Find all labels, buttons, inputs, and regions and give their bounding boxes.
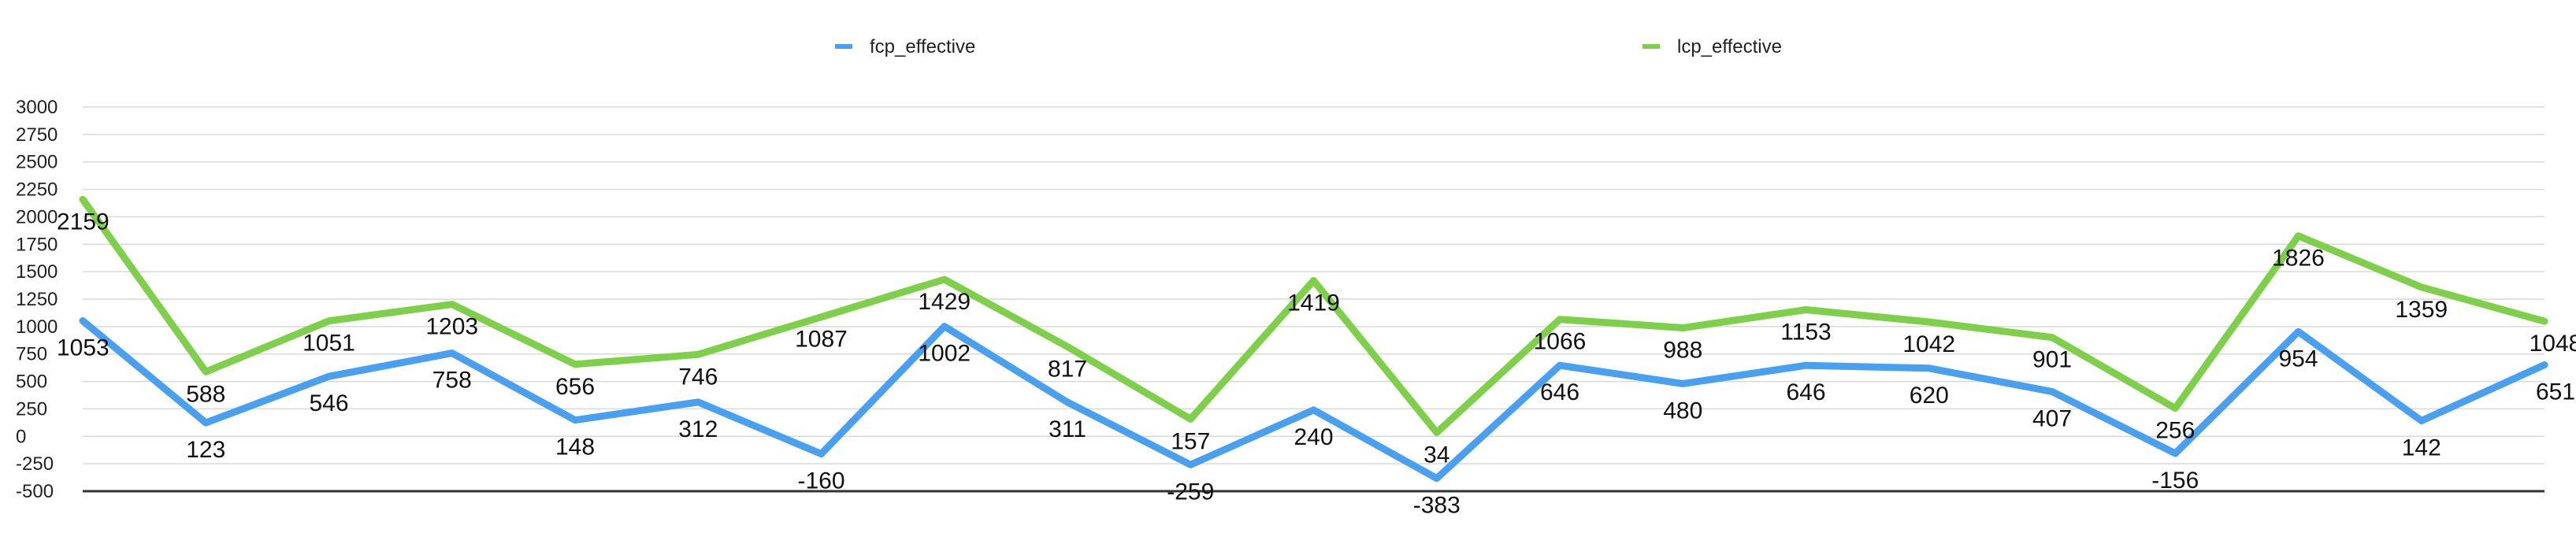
y-tick-label: 750 — [16, 344, 47, 365]
data-label-fcp_effective: 646 — [1786, 379, 1825, 405]
y-tick-label: 250 — [16, 398, 47, 420]
y-tick-label: 2250 — [16, 179, 58, 201]
data-labels: 1053 123 546 758 148 312 -160 1002 311 -259 240 -38… — [57, 209, 2576, 518]
data-label-lcp_effective: 1359 — [2395, 297, 2448, 323]
y-tick-label: 3000 — [16, 97, 58, 118]
data-label-fcp_effective: 651 — [2536, 379, 2575, 405]
data-label-fcp_effective: 1053 — [57, 335, 109, 361]
y-tick-label: 2750 — [16, 124, 58, 146]
data-label-fcp_effective: 311 — [1049, 416, 1086, 442]
data-label-fcp_effective: 546 — [309, 390, 348, 416]
data-label-lcp_effective: 1826 — [2272, 246, 2325, 272]
y-tick-label: 0 — [16, 426, 26, 447]
legend-label: fcp_effective — [870, 36, 975, 57]
y-tick-label: 1250 — [16, 289, 58, 310]
data-label-fcp_effective: 758 — [432, 368, 472, 394]
data-label-lcp_effective: 746 — [678, 364, 718, 390]
data-label-fcp_effective: -383 — [1413, 493, 1461, 519]
data-label-lcp_effective: 1203 — [425, 314, 478, 340]
data-label-fcp_effective: 240 — [1294, 424, 1333, 450]
data-label-fcp_effective: -156 — [2151, 468, 2199, 494]
y-tick-label: 2000 — [16, 206, 58, 227]
data-label-fcp_effective: 123 — [186, 437, 225, 463]
data-label-fcp_effective: 620 — [1910, 383, 1949, 409]
data-label-fcp_effective: 480 — [1663, 398, 1702, 423]
legend-item-fcp_effective: fcp_effective — [835, 36, 975, 57]
series-lines — [79, 195, 2548, 483]
data-label-lcp_effective: 157 — [1171, 428, 1210, 454]
legend: fcp_effective lcp_effective — [835, 36, 1782, 57]
y-tick-label: -500 — [16, 481, 54, 502]
y-tick-label: -250 — [16, 453, 54, 475]
data-label-fcp_effective: -259 — [1167, 479, 1214, 505]
series-line-fcp_effective — [79, 317, 2548, 483]
data-label-lcp_effective: 34 — [1423, 442, 1449, 468]
legend-label: lcp_effective — [1677, 36, 1782, 57]
data-label-lcp_effective: 1429 — [918, 289, 971, 315]
data-label-lcp_effective: 1087 — [795, 327, 848, 353]
data-label-lcp_effective: 1051 — [303, 331, 355, 357]
data-label-lcp_effective: 588 — [186, 381, 225, 407]
y-tick-label: 1000 — [16, 316, 58, 338]
series-line-lcp_effective — [79, 195, 2548, 436]
data-label-lcp_effective: 1048 — [2530, 331, 2576, 357]
data-label-lcp_effective: 1419 — [1287, 290, 1340, 316]
data-label-lcp_effective: 901 — [2032, 347, 2072, 373]
legend-item-lcp_effective: lcp_effective — [1642, 36, 1782, 57]
data-label-lcp_effective: 1066 — [1534, 329, 1587, 355]
y-tick-label: 2500 — [16, 152, 58, 173]
data-label-lcp_effective: 988 — [1663, 338, 1702, 364]
grid-lines — [83, 106, 2544, 493]
data-label-lcp_effective: 1153 — [1780, 320, 1832, 346]
y-axis: -500 -250 0 250 500 750 1000 1250 1500 1750 2000 22… — [16, 97, 58, 502]
data-label-fcp_effective: 148 — [555, 435, 595, 460]
y-tick-label: 1500 — [16, 261, 58, 283]
data-label-fcp_effective: 407 — [2032, 406, 2072, 432]
data-label-lcp_effective: 1042 — [1902, 331, 1955, 357]
data-label-lcp_effective: 2159 — [57, 209, 109, 235]
data-label-fcp_effective: -160 — [797, 468, 844, 494]
data-label-fcp_effective: 1002 — [918, 341, 971, 367]
data-label-fcp_effective: 954 — [2278, 346, 2318, 372]
y-tick-label: 500 — [16, 372, 47, 393]
data-label-lcp_effective: 256 — [2155, 418, 2195, 444]
data-label-lcp_effective: 656 — [555, 374, 595, 400]
y-tick-label: 1750 — [16, 234, 58, 255]
data-label-lcp_effective: 817 — [1048, 356, 1087, 382]
data-label-fcp_effective: 312 — [678, 416, 718, 442]
data-label-fcp_effective: 142 — [2402, 435, 2441, 460]
data-label-fcp_effective: 646 — [1540, 379, 1579, 405]
